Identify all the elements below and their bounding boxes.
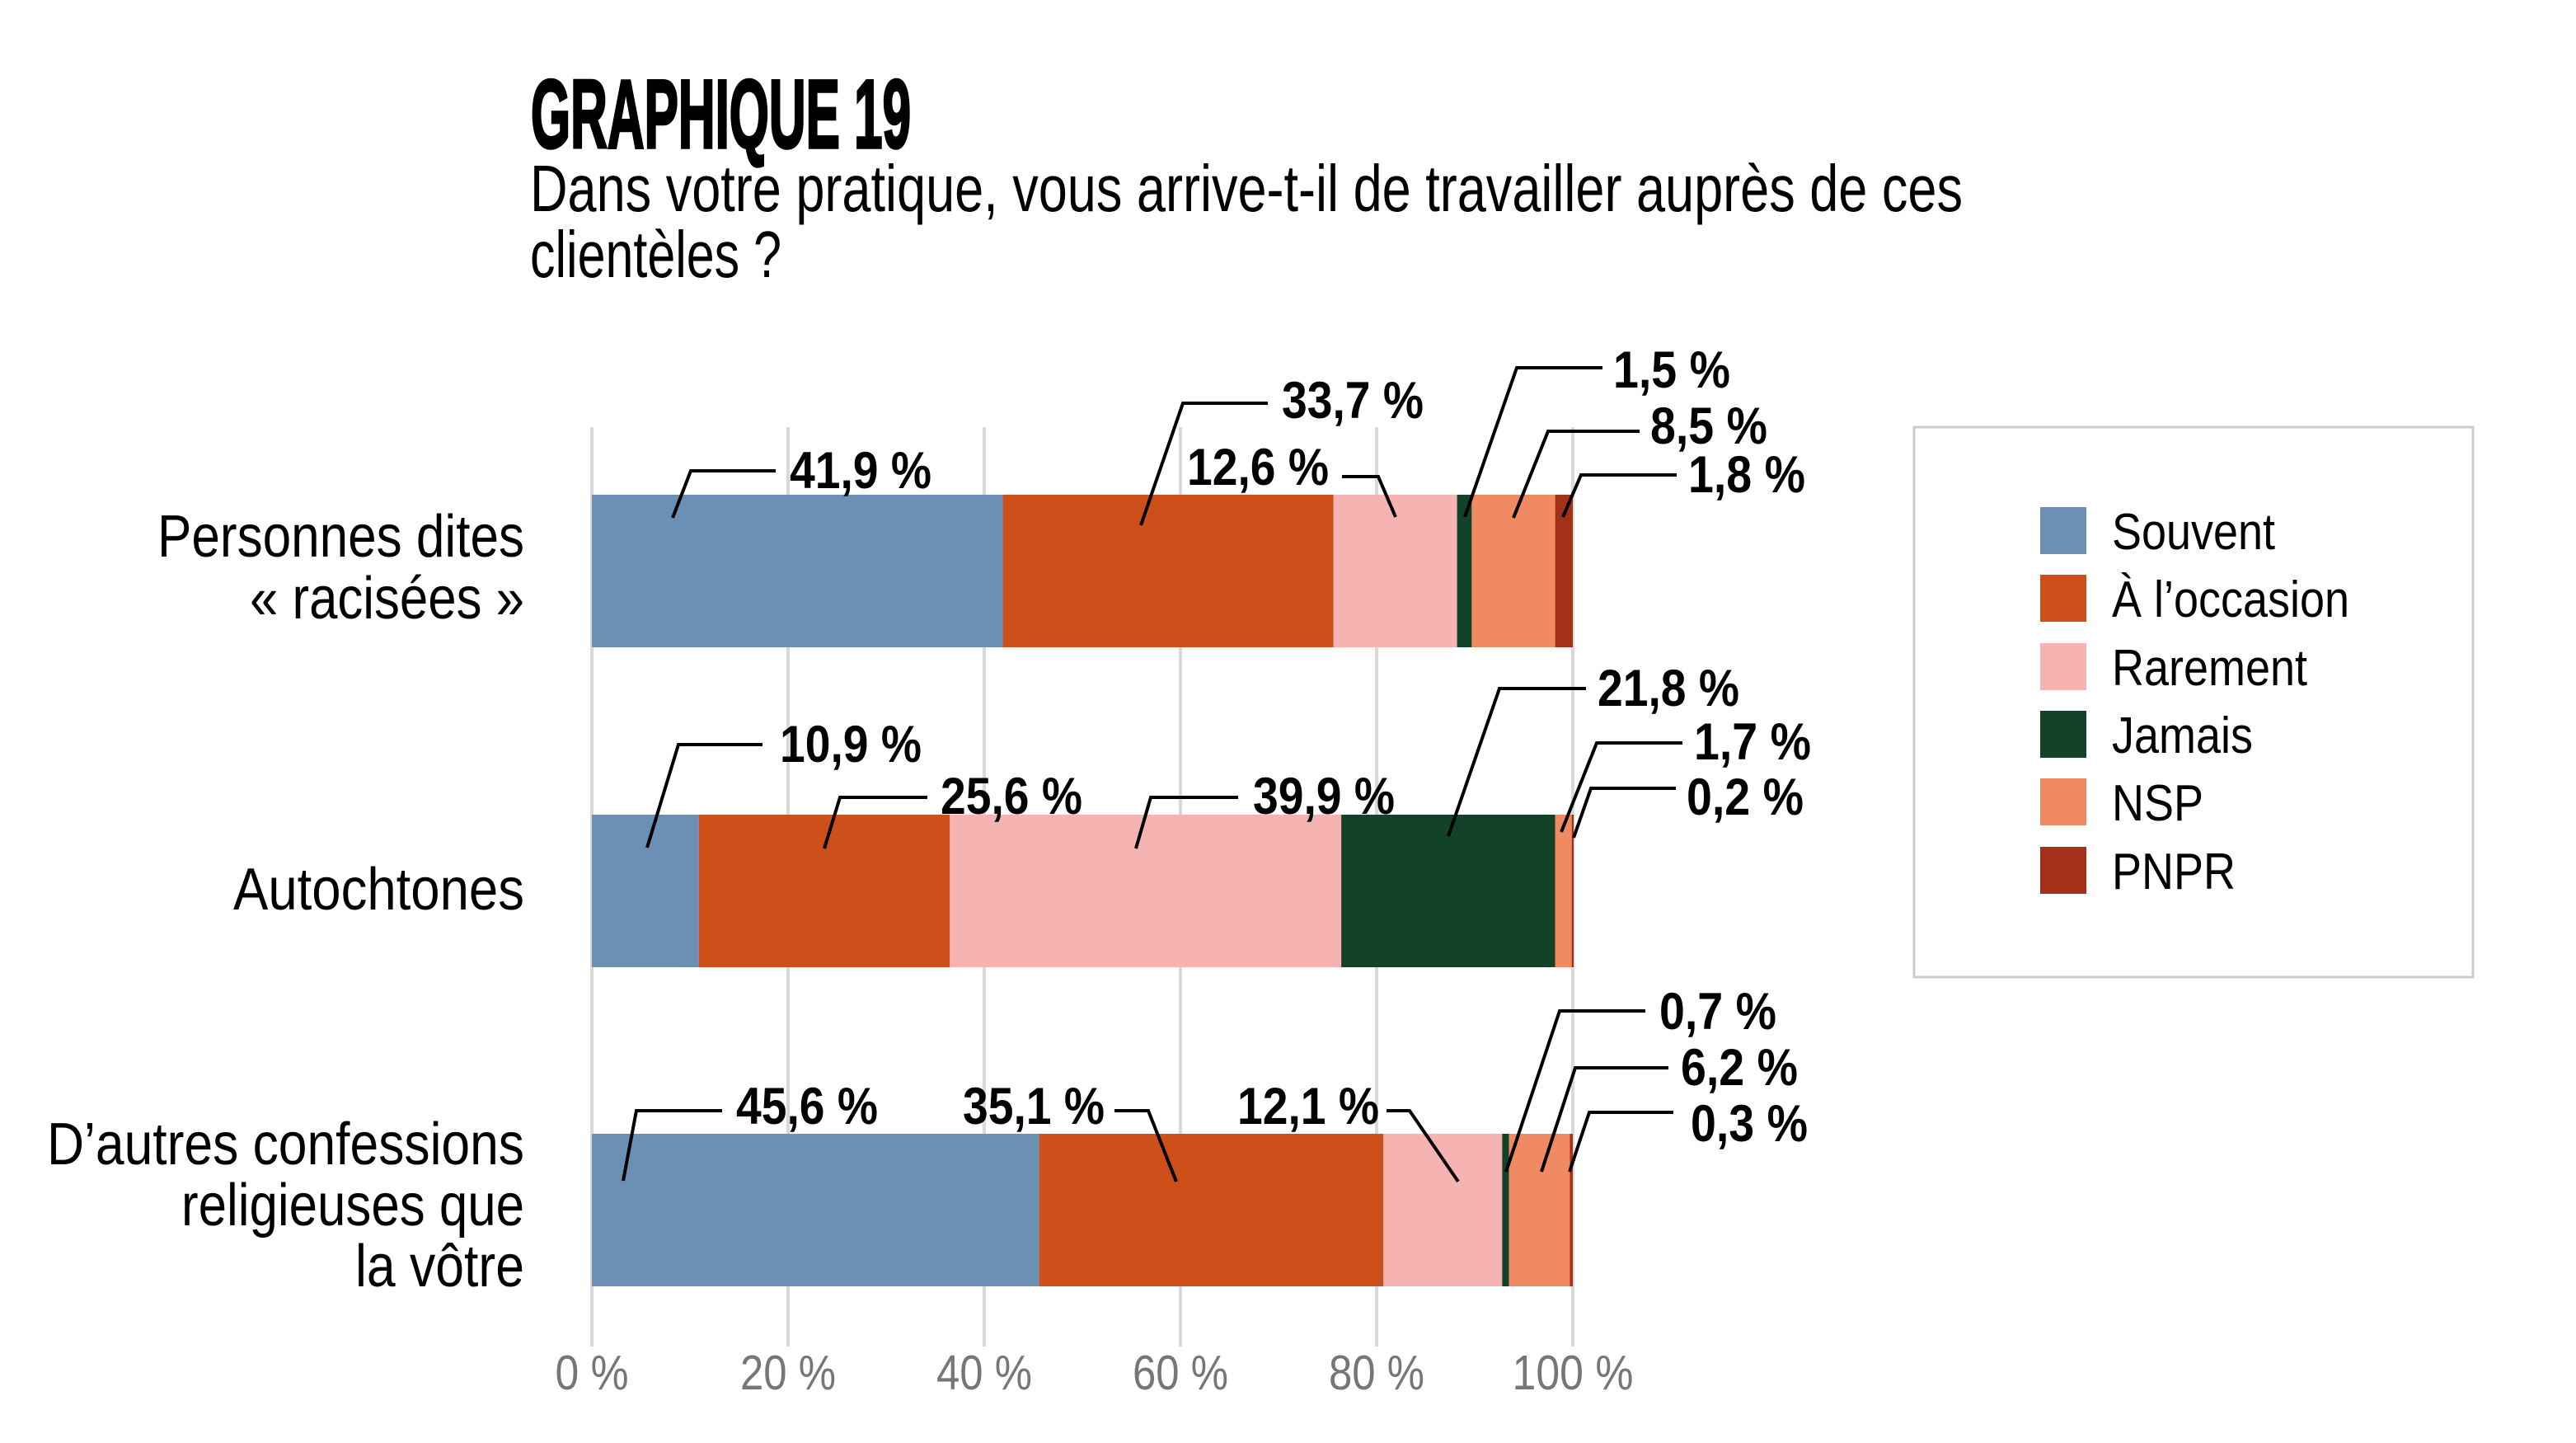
svg-text:Autochtones: Autochtones — [233, 857, 524, 923]
svg-text:0,3 %: 0,3 % — [1691, 1095, 1808, 1153]
svg-text:1,5 %: 1,5 % — [1613, 341, 1730, 399]
svg-text:33,7 %: 33,7 % — [1282, 372, 1424, 430]
svg-text:PNPR: PNPR — [2112, 844, 2236, 900]
svg-text:40 %: 40 % — [936, 1345, 1032, 1400]
svg-text:45,6 %: 45,6 % — [736, 1078, 878, 1135]
svg-text:6,2 %: 6,2 % — [1681, 1039, 1798, 1097]
svg-text:clientèles ?: clientèles ? — [530, 218, 781, 291]
svg-text:GRAPHIQUE 19: GRAPHIQUE 19 — [531, 60, 911, 169]
svg-text:60 %: 60 % — [1133, 1345, 1228, 1400]
svg-text:21,8 %: 21,8 % — [1598, 660, 1739, 717]
svg-text:12,1 %: 12,1 % — [1237, 1078, 1379, 1135]
svg-text:Rarement: Rarement — [2112, 640, 2307, 697]
svg-text:1,8 %: 1,8 % — [1688, 446, 1805, 504]
svg-text:« racisées »: « racisées » — [250, 566, 524, 632]
svg-text:religieuses que: religieuses que — [181, 1173, 524, 1239]
svg-text:12,6 %: 12,6 % — [1187, 439, 1329, 496]
svg-text:0,2 %: 0,2 % — [1687, 769, 1804, 826]
svg-text:Personnes dites: Personnes dites — [157, 504, 524, 570]
svg-text:1,7 %: 1,7 % — [1694, 713, 1811, 771]
svg-text:Dans votre pratique, vous arri: Dans votre pratique, vous arrive-t-il de… — [530, 152, 1963, 225]
svg-text:0 %: 0 % — [556, 1345, 629, 1400]
svg-text:Jamais: Jamais — [2112, 707, 2253, 764]
svg-text:39,9 %: 39,9 % — [1253, 768, 1395, 825]
svg-text:À l’occasion: À l’occasion — [2112, 571, 2349, 628]
svg-text:41,9 %: 41,9 % — [790, 442, 931, 500]
svg-text:0,7 %: 0,7 % — [1659, 983, 1776, 1041]
svg-text:25,6 %: 25,6 % — [941, 768, 1082, 825]
svg-text:35,1 %: 35,1 % — [963, 1078, 1105, 1135]
svg-text:la vôtre: la vôtre — [355, 1234, 524, 1300]
svg-text:20 %: 20 % — [740, 1345, 836, 1400]
svg-text:Souvent: Souvent — [2112, 504, 2275, 561]
svg-text:100 %: 100 % — [1513, 1345, 1634, 1400]
svg-text:D’autres confessions: D’autres confessions — [47, 1112, 524, 1177]
svg-text:80 %: 80 % — [1329, 1345, 1424, 1400]
svg-text:10,9 %: 10,9 % — [780, 716, 922, 773]
svg-text:8,5 %: 8,5 % — [1650, 397, 1767, 455]
svg-text:NSP: NSP — [2112, 775, 2203, 832]
